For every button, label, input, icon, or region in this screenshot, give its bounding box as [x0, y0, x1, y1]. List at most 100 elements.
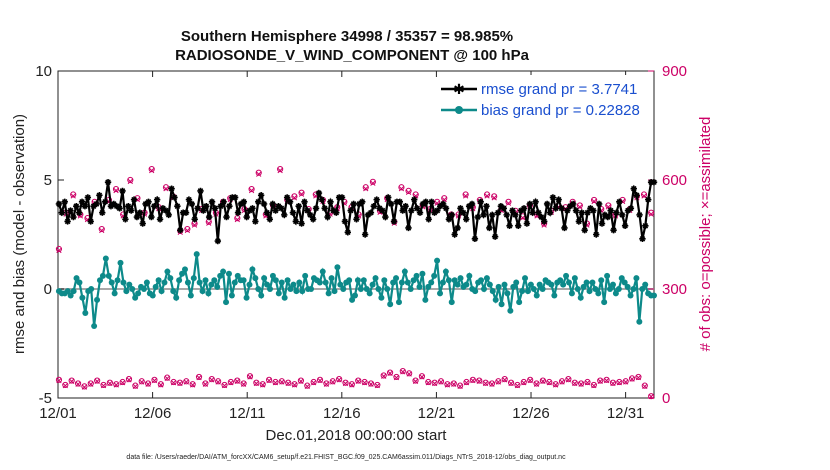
rmse-point [561, 224, 568, 232]
bias-point [149, 292, 156, 299]
obs-assimilated-point [642, 383, 648, 390]
rmse-point [515, 222, 522, 229]
obs-possible-point [367, 380, 375, 387]
obs-possible-point [641, 382, 648, 389]
bias-point [173, 294, 180, 301]
rmse-point [506, 222, 513, 229]
obs-possible-point [189, 381, 196, 388]
obs-assimilated-point [191, 222, 198, 228]
rmse-point [564, 207, 571, 214]
bias-point [548, 281, 555, 288]
bias-point [390, 279, 397, 286]
obs-assimilated-point [149, 167, 155, 174]
rmse-point [416, 209, 424, 216]
rmse-point [122, 216, 129, 223]
rmse-point [246, 207, 253, 214]
bias-point [328, 275, 335, 282]
rmse-point [318, 196, 326, 203]
x-tick-label: 12/01 [39, 405, 77, 422]
x-tick-label: 12/26 [512, 405, 550, 422]
obs-assimilated-point [349, 382, 355, 388]
obs-possible-point [616, 378, 623, 386]
obs-possible-point [406, 370, 413, 377]
obs-possible-point [94, 377, 101, 384]
obs-assimilated-point [253, 380, 260, 387]
rmse-point [312, 205, 320, 212]
rmse-point [364, 211, 372, 219]
obs-possible-point [253, 379, 260, 386]
rmse-point [460, 209, 467, 216]
obs-assimilated-point [540, 378, 546, 384]
bias-point [164, 268, 171, 275]
obs-possible-point [362, 184, 369, 191]
rmse-point [529, 209, 536, 216]
bias-point [258, 292, 265, 299]
bias-point [498, 301, 505, 308]
obs-possible-point [463, 378, 470, 386]
obs-assimilated-point [381, 373, 387, 379]
bias-point [299, 288, 306, 295]
rmse-point [327, 198, 334, 205]
rmse-point [463, 216, 470, 223]
obs-possible-point [648, 209, 655, 216]
obs-assimilated-point [457, 383, 463, 390]
bias-point [105, 272, 112, 279]
legend: ✱ rmse grand pr = 3.7741 bias grand pr =… [438, 75, 648, 121]
obs-possible-point [291, 193, 298, 200]
obs-assimilated-point [158, 382, 164, 388]
obs-possible-point [495, 378, 502, 385]
bias-point [510, 283, 517, 290]
obs-possible-point [393, 373, 400, 381]
rmse-point [477, 198, 484, 205]
rmse-point [136, 209, 144, 216]
rmse-point [572, 207, 580, 214]
bias-point [70, 288, 77, 295]
bias-point [266, 286, 273, 292]
bias-point [530, 286, 537, 292]
bias-point [187, 292, 194, 299]
y2-tick-label: 0 [662, 390, 670, 407]
chart-title-line2: RADIOSONDE_V_WIND_COMPONENT @ 100 hPa [175, 47, 530, 64]
obs-assimilated-point [126, 377, 132, 383]
obs-possible-point [441, 195, 448, 202]
bias-point [480, 286, 487, 292]
rmse-point [304, 207, 311, 214]
obs-assimilated-point [70, 193, 76, 199]
obs-possible-point [597, 377, 604, 384]
obs-assimilated-point [546, 380, 552, 386]
bias-point [387, 301, 394, 308]
obs-assimilated-point [127, 178, 133, 185]
rmse-point [633, 192, 640, 199]
x-tick-label: 12/16 [323, 405, 361, 422]
rmse-point [538, 213, 545, 221]
rmse-point [376, 205, 383, 212]
rmse-point [226, 202, 233, 210]
bias-point [132, 294, 139, 301]
bias-point [527, 281, 534, 288]
obs-assimilated-point [412, 378, 419, 384]
obs-possible-point [62, 381, 69, 389]
bias-point [513, 279, 520, 286]
bias-point [220, 268, 227, 275]
y-tick-label: 10 [35, 63, 52, 80]
bias-point [404, 279, 411, 286]
rmse-point [396, 198, 404, 205]
rmse-point [194, 205, 201, 212]
bias-point [627, 292, 634, 299]
obs-possible-point [87, 380, 94, 387]
obs-possible-point [514, 381, 521, 389]
obs-assimilated-point [164, 375, 170, 382]
rmse-point [503, 211, 510, 219]
rmse-point [203, 202, 210, 210]
rmse-point [422, 198, 429, 205]
rmse-point [281, 211, 288, 219]
obs-possible-point [119, 378, 126, 386]
obs-assimilated-point [221, 382, 228, 389]
bias-point [261, 275, 268, 282]
bias-point [533, 292, 540, 299]
obs-assimilated-point [277, 167, 283, 174]
rmse-point [431, 209, 438, 216]
bias-point [516, 299, 523, 306]
y2-axis-label: # of obs: o=possible; ×=assimilated [697, 117, 714, 352]
bias-point [369, 281, 376, 288]
